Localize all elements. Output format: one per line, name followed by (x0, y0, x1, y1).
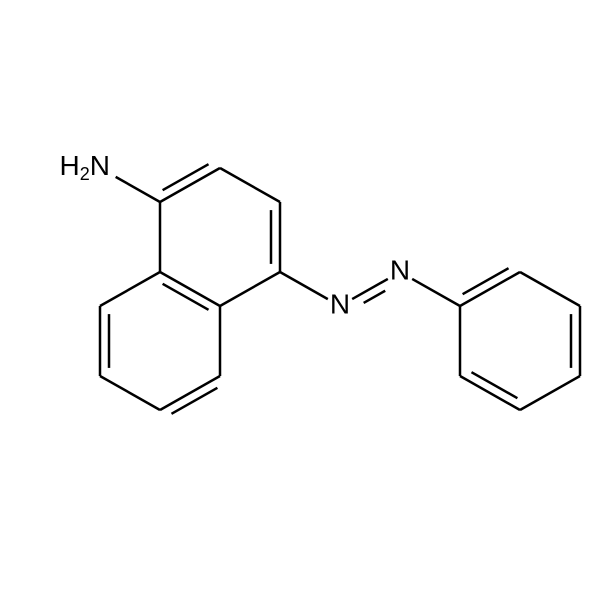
atom-label-n_amine: H2N (60, 150, 110, 183)
atom-label-n1: N (330, 288, 350, 319)
atom-label-n2: N (390, 254, 410, 285)
molecule-diagram: H2N N N (0, 0, 600, 600)
